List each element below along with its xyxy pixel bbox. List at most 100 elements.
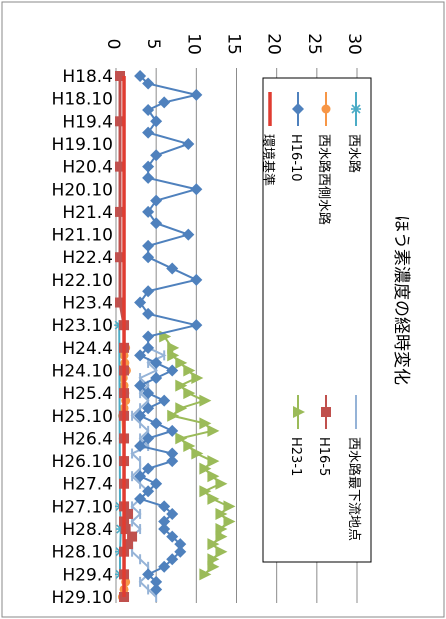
data-point [207,553,220,566]
value-tick-label: 15 [224,33,244,55]
data-point [142,103,155,116]
data-point [142,341,155,354]
data-point [215,530,228,543]
data-point [115,297,126,308]
data-point [150,417,163,430]
data-point [321,407,331,417]
data-point [199,568,212,581]
data-point [115,206,126,217]
data-point [190,183,203,196]
value-tick-label: 25 [304,33,324,55]
data-point [351,104,361,114]
data-point [142,462,155,475]
data-point [142,402,155,415]
data-point [166,530,179,543]
data-point [115,252,126,263]
data-point [142,171,155,184]
data-point [166,447,179,460]
data-point [166,455,179,468]
date-tick-label: H23.4 [62,294,113,314]
legend-item: 西水路西側水路 [316,92,332,225]
data-point [115,71,126,81]
legend-item: H23-1 [288,395,305,476]
data-point [183,364,196,377]
data-point [166,507,179,520]
date-tick-label: H29.10 [52,588,113,608]
data-point [142,77,155,90]
data-point [134,296,147,309]
data-point [223,500,236,513]
legend-label: H23-1 [288,437,303,476]
value-tick-label: 30 [344,33,364,55]
data-point [134,379,147,392]
data-point [167,341,180,354]
data-point [207,538,220,551]
data-point [158,394,171,407]
data-point [158,500,171,513]
data-point [142,160,155,173]
legend-label: 西水路最下流地点 [346,437,362,541]
data-point [190,319,203,332]
data-point [134,70,147,82]
legend-label: 環境基準 [260,134,276,186]
data-point [158,560,171,573]
data-point [150,194,163,207]
legend-item: H16-5 [316,395,331,476]
data-point [199,462,212,475]
date-tick-label: H28.10 [52,543,113,563]
data-point [207,470,220,483]
data-point [166,364,179,377]
date-tick-label: H20.10 [52,180,113,200]
data-point [115,116,126,127]
legend-label: H16-5 [316,437,331,476]
legend-label: H16-10 [288,134,303,182]
value-tick-labels: 0 5 10 15 20 25 30 [103,33,364,55]
legend-item: 西水路最下流地点 [346,395,362,541]
data-point [207,492,220,505]
data-point [174,538,187,551]
legend-item: H16-10 [288,92,304,182]
data-point [134,349,147,362]
data-point [190,273,203,286]
date-tick-label: H21.10 [52,226,113,246]
data-point [127,531,138,542]
date-tick-label: H27.4 [62,475,113,495]
data-point [175,356,188,369]
data-point [134,439,147,452]
data-point [166,424,179,437]
data-point [191,372,204,385]
date-tick-label: H19.4 [62,112,113,132]
legend-item: 環境基準 [260,92,276,186]
data-point [142,205,155,218]
data-point [191,447,204,460]
data-point [142,568,155,581]
date-tick-label: H22.4 [62,248,113,268]
data-point [215,523,228,536]
date-tick-label: H20.4 [62,158,113,178]
data-point [207,455,220,468]
data-point [167,349,180,362]
data-point [183,387,196,400]
data-point [150,115,163,128]
date-tick-label: H18.4 [62,67,113,87]
data-point [166,262,179,275]
date-tick-label: H29.4 [62,565,113,585]
data-point [175,432,188,445]
date-tick-label: H24.10 [52,361,113,381]
data-point [167,409,180,422]
data-point [142,126,155,139]
data-point [134,470,147,483]
value-tick-label: 10 [183,33,203,55]
data-point [215,545,228,558]
data-point [123,508,134,519]
data-point [158,523,171,536]
data-point [190,88,203,101]
plot-series [114,70,236,602]
date-tick-label: H24.4 [62,339,113,359]
chart-title: ほう素濃度の経時変化 [391,215,411,385]
data-point [199,417,212,430]
data-point [199,394,212,407]
data-point [142,387,155,400]
